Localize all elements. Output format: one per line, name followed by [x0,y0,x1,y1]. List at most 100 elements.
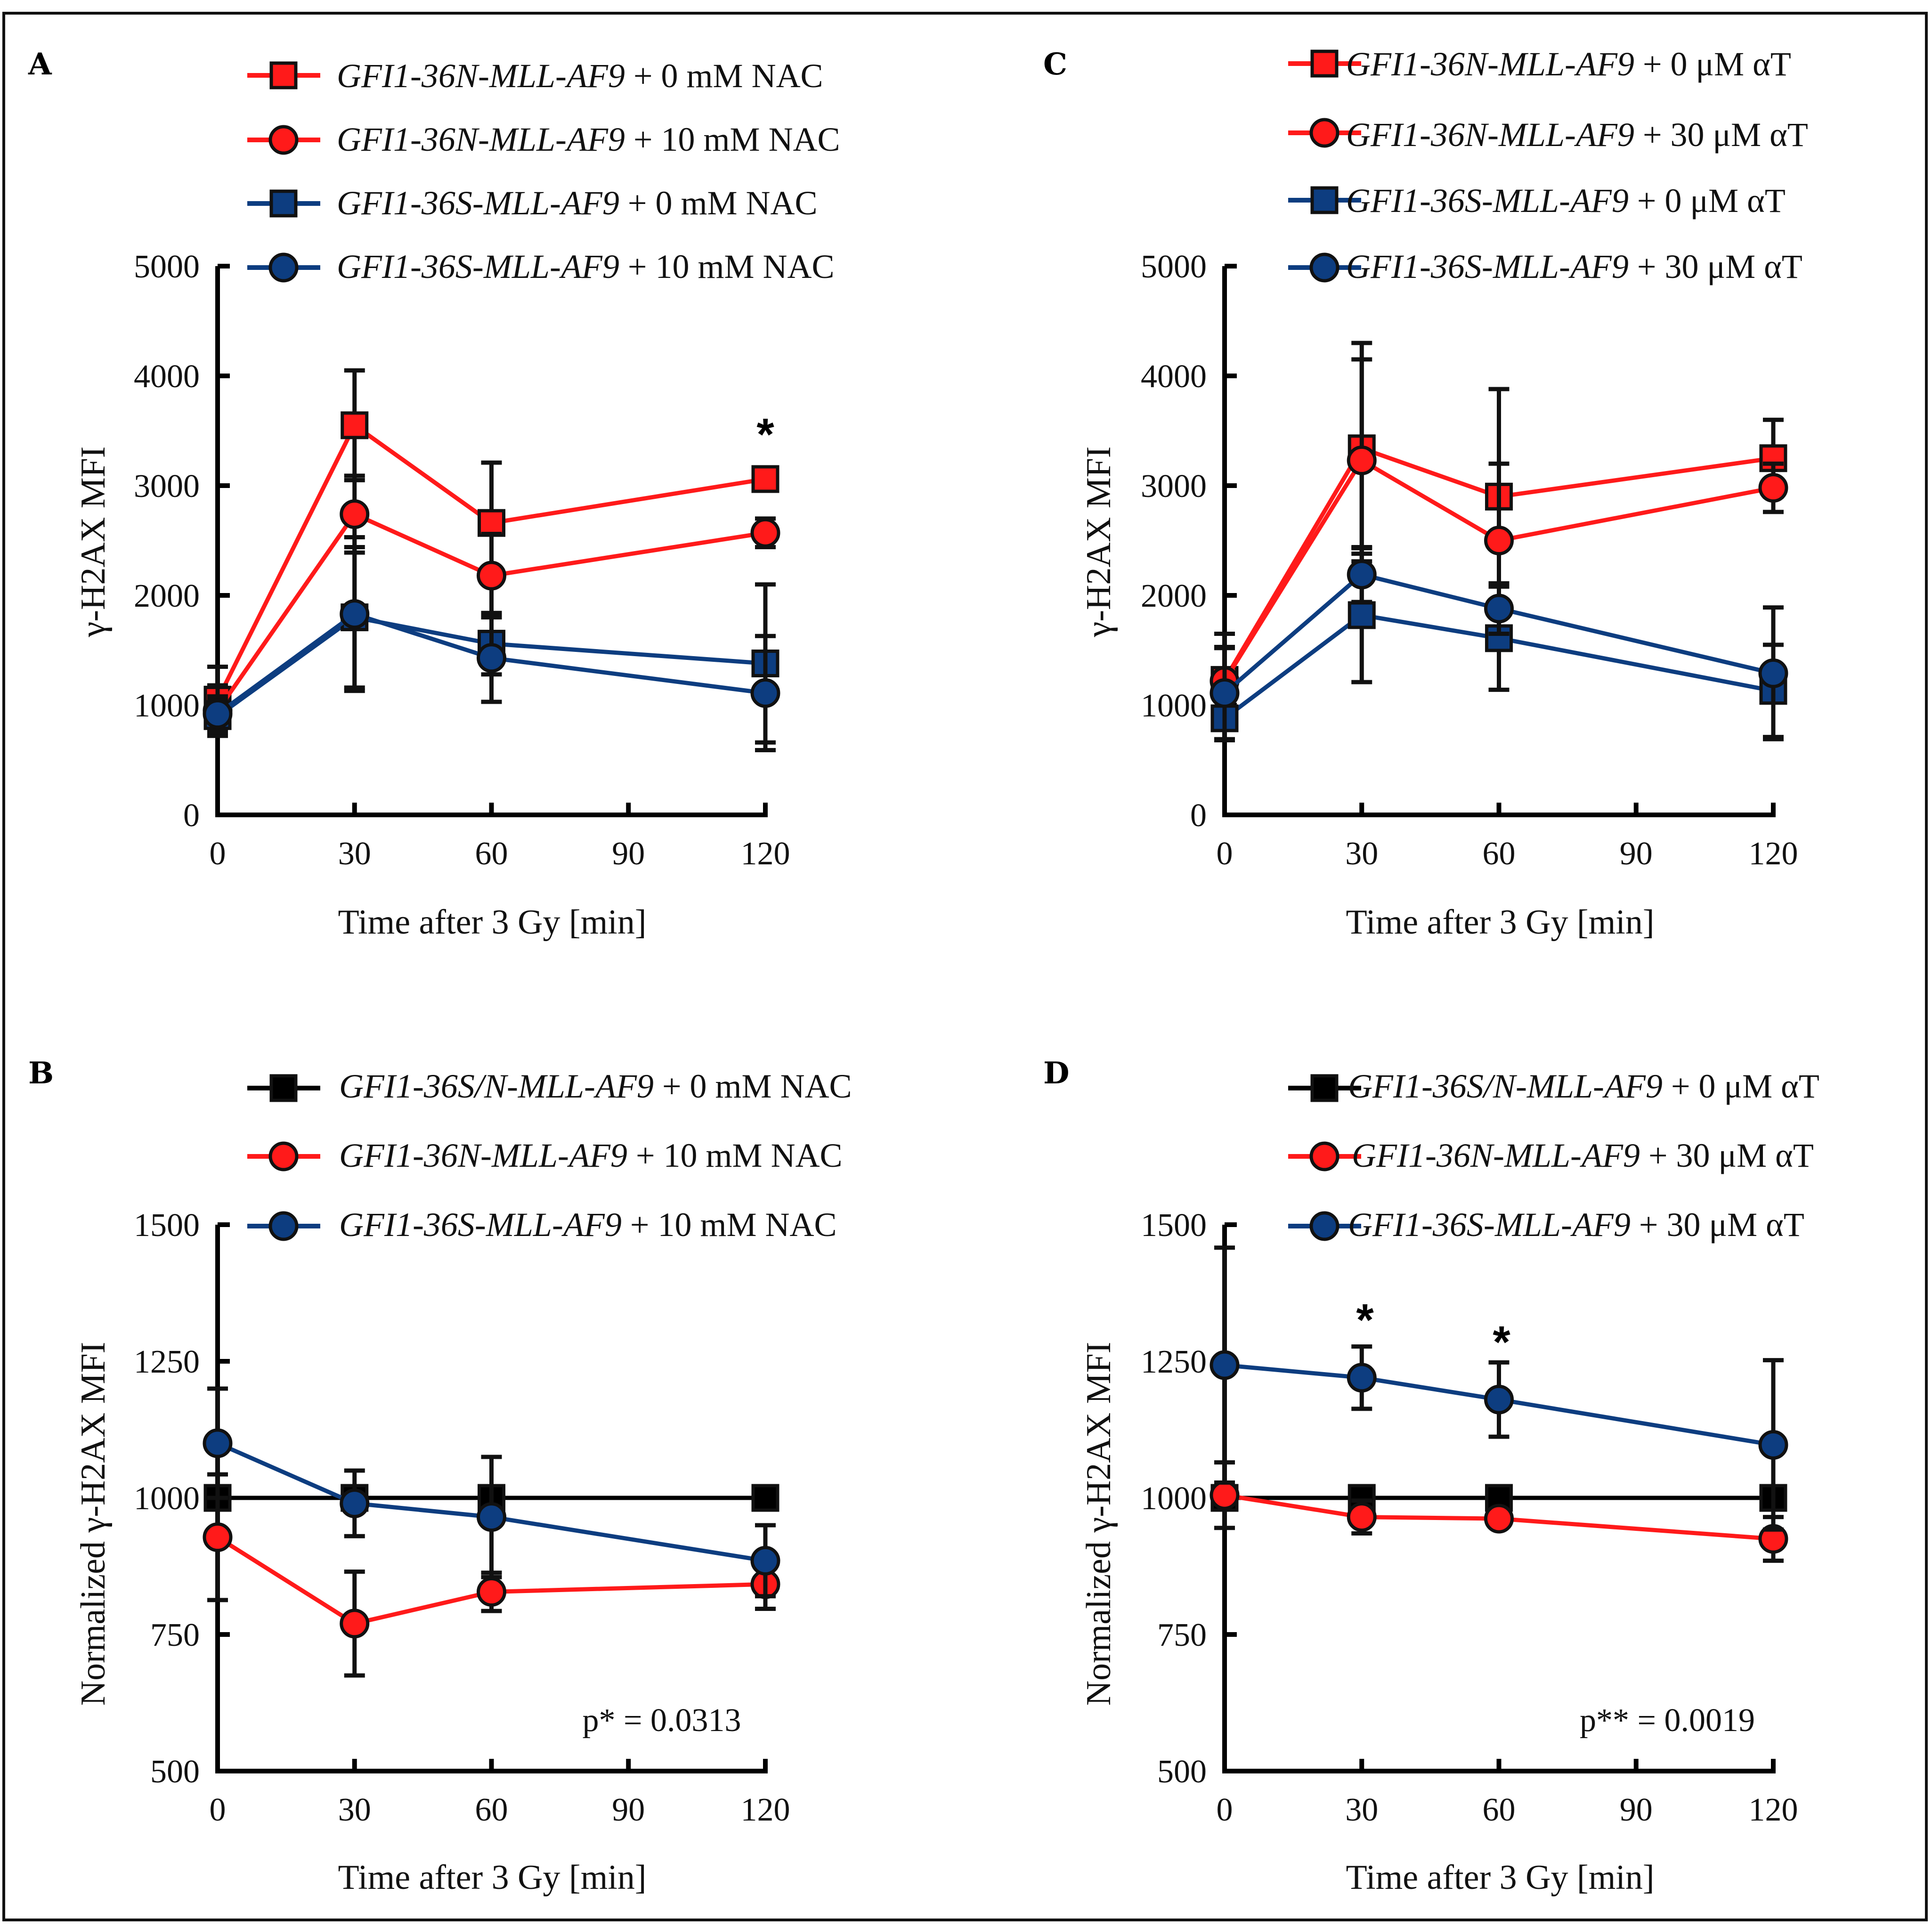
panel-d-series-red-circle-point [1347,1502,1377,1532]
panel-d-plot: 0 30 60 90 120 500 750 1000 1250 1500 [1141,1207,1798,1828]
svg-text:GFI1-36S/N-MLL-AF9 + 0 μM αT: GFI1-36S/N-MLL-AF9 + 0 μM αT [1348,1067,1819,1105]
panel-d-x-tick-label: 60 [1483,1792,1516,1828]
panel-c-series-blue-circle-point [1347,560,1377,590]
panel-c-legend-entry: GFI1-36N-MLL-AF9 + 30 μM αT [1288,116,1808,154]
panel-c-legend-swatch [1288,186,1361,214]
panel-a-legend-suffix: + 10 mM NAC [619,248,835,285]
panel-c-series-red-circle-point [1484,526,1514,555]
panel-d-series-red-circle-point [1210,1480,1240,1510]
panel-b-y-tick-label: 1500 [134,1207,200,1244]
panel-c-legend-swatch-marker [1309,252,1339,283]
svg-text:GFI1-36N-MLL-AF9 + 0 mM NAC: GFI1-36N-MLL-AF9 + 0 mM NAC [337,57,823,95]
panel-a-significance-star: * [756,409,774,460]
panel-b-x-axis-title: Time after 3 Gy [min] [338,1858,647,1897]
panel-a-legend-name: GFI1-36N-MLL-AF9 [337,57,625,95]
panel-a-x-tick-label: 30 [338,836,371,872]
panel-a-legend-swatch [247,252,320,283]
panel-a-series-red-square-point [341,411,369,439]
panel-b-legend-swatch-marker [268,1211,299,1241]
svg-text:GFI1-36S-MLL-AF9 + 10 mM NAC: GFI1-36S-MLL-AF9 + 10 mM NAC [337,248,835,285]
panel-a-series-blue-circle-line [216,611,766,716]
panel-b-legend-suffix: + 10 mM NAC [627,1137,843,1174]
panel-b-series-red-circle-line [216,1535,766,1626]
panel-a-series-red-circle-line [216,511,766,712]
panel-b-x-tick-label: 60 [475,1792,508,1828]
panel-c-legend-entry: GFI1-36S-MLL-AF9 + 0 μM αT [1288,182,1786,220]
panel-c: C 0 30 60 90 120 0 1000 2000 3000 4000 5000 Time a… [1043,45,1808,942]
panel-label-b: B [28,1056,54,1091]
panel-d-legend-swatch [1288,1141,1361,1171]
figure-frame [2,12,1928,1921]
panel-c-x-tick-label: 90 [1620,836,1653,872]
panel-d-legend-entry: GFI1-36N-MLL-AF9 + 30 μM αT [1288,1137,1814,1174]
panel-d-legend-suffix: + 30 μM αT [1631,1206,1804,1244]
panel-a-x-tick-label: 90 [612,836,645,872]
svg-text:GFI1-36S-MLL-AF9 + 0 mM NAC: GFI1-36S-MLL-AF9 + 0 mM NAC [337,184,818,222]
panel-b-y-axis-title: Normalized γ-H2AX MFI [74,1342,113,1706]
panel-c-legend-swatch [1288,118,1361,148]
panel-d-legend-entry: GFI1-36S/N-MLL-AF9 + 0 μM αT [1288,1067,1819,1105]
panel-b-legend-swatch [247,1141,320,1171]
panel-d-y-tick-label: 1000 [1141,1480,1207,1517]
panel-c-y-tick-label: 2000 [1141,578,1207,614]
panel-b-series-red-circle-point [340,1609,370,1639]
panel-b: B 0 30 60 90 120 500 750 1000 1250 1500 Time afte… [28,1056,852,1897]
panel-c-x-tick-label: 60 [1483,836,1516,872]
panel-a-legend-entry: GFI1-36N-MLL-AF9 + 0 mM NAC [247,57,823,95]
panel-d-y-tick-label: 1250 [1141,1344,1207,1380]
panel-c-series-blue-circle-point [1484,594,1514,624]
panel-d-series-blue-circle-point [1347,1363,1377,1393]
panel-a-legend-suffix: + 0 mM NAC [619,184,818,222]
panel-a-series-blue-circle-point [340,599,370,629]
panel-d-series-blue-circle-line [1224,1363,1774,1447]
panel-c-x-tick-label: 0 [1217,836,1233,872]
panel-a-series-blue-circle-point [750,678,780,708]
panel-c-series-blue-circle-line [1223,572,1774,695]
panel-d-y-tick-label: 1500 [1141,1207,1207,1244]
panel-label-d: D [1043,1056,1070,1091]
panel-b-series-blue-circle-point [750,1545,780,1576]
panel-c-legend-entry: GFI1-36S-MLL-AF9 + 30 μM αT [1288,248,1802,285]
panel-c-legend-suffix: + 0 μM αT [1634,45,1791,83]
panel-a-legend-entry: GFI1-36S-MLL-AF9 + 10 mM NAC [247,248,835,285]
svg-text:GFI1-36N-MLL-AF9 + 10 mM NAC: GFI1-36N-MLL-AF9 + 10 mM NAC [339,1137,843,1174]
panel-d-series-blue-circle-point [1210,1350,1240,1380]
panel-a-x-tick-label: 0 [210,836,226,872]
svg-text:GFI1-36S/N-MLL-AF9 + 0 mM NAC: GFI1-36S/N-MLL-AF9 + 0 mM NAC [339,1067,852,1105]
panel-a-y-tick-label: 5000 [134,249,200,285]
panel-b-legend-name: GFI1-36S-MLL-AF9 [339,1206,622,1244]
panel-d-legend-name: GFI1-36N-MLL-AF9 [1352,1137,1640,1174]
panel-d-legend-swatch-marker [1309,1141,1339,1171]
panel-c-series-blue-square-point [1348,601,1376,629]
panel-b-plot: 0 30 60 90 120 500 750 1000 1250 1500 [134,1207,790,1828]
panel-d-legend-suffix: + 0 μM αT [1663,1067,1819,1105]
panel-a-legend-name: GFI1-36N-MLL-AF9 [337,121,625,158]
svg-text:GFI1-36S-MLL-AF9 + 30 μM αT: GFI1-36S-MLL-AF9 + 30 μM αT [1346,248,1802,285]
panel-d-x-axis-title: Time after 3 Gy [min] [1346,1858,1655,1897]
panel-d-legend-swatch [1288,1074,1361,1102]
panel-c-legend-swatch [1288,252,1361,283]
panel-a-y-tick-label: 0 [183,797,200,834]
panel-c-series-blue-square-line [1223,613,1774,720]
panel-a-series-red-square-point [751,465,779,493]
panel-a-legend-suffix: + 0 mM NAC [625,57,823,95]
panel-c-series-blue-circle-point [1758,658,1788,688]
panel-b-x-tick-label: 120 [741,1792,790,1828]
panel-a-series-red-circle-point [477,561,506,591]
panel-a-y-tick-label: 4000 [134,358,200,395]
panel-d-x-tick-label: 30 [1345,1792,1378,1828]
panel-d-y-tick-label: 500 [1157,1754,1207,1790]
panel-b-y-tick-label: 1250 [134,1344,200,1380]
svg-text:GFI1-36S-MLL-AF9 + 10 mM NAC: GFI1-36S-MLL-AF9 + 10 mM NAC [339,1206,837,1244]
panel-b-legend-suffix: + 0 mM NAC [654,1067,852,1105]
panel-d-series-red-circle-point [1484,1504,1514,1534]
panel-c-legend-swatch-marker [1310,186,1339,214]
panel-c-legend-suffix: + 30 μM αT [1634,116,1808,154]
panel-a-legend-swatch [247,125,320,155]
panel-a: A 0 30 60 90 120 0 1000 2000 3000 4000 5000 Time a… [28,47,840,942]
panel-d-legend-name: GFI1-36S-MLL-AF9 [1348,1206,1631,1244]
panel-d-legend: GFI1-36S/N-MLL-AF9 + 0 μM αT GFI1-36N-ML… [1288,1067,1819,1244]
panel-a-x-tick-label: 60 [475,836,508,872]
panel-a-legend-swatch-marker [268,252,299,283]
panel-b-x-tick-label: 0 [210,1792,226,1828]
